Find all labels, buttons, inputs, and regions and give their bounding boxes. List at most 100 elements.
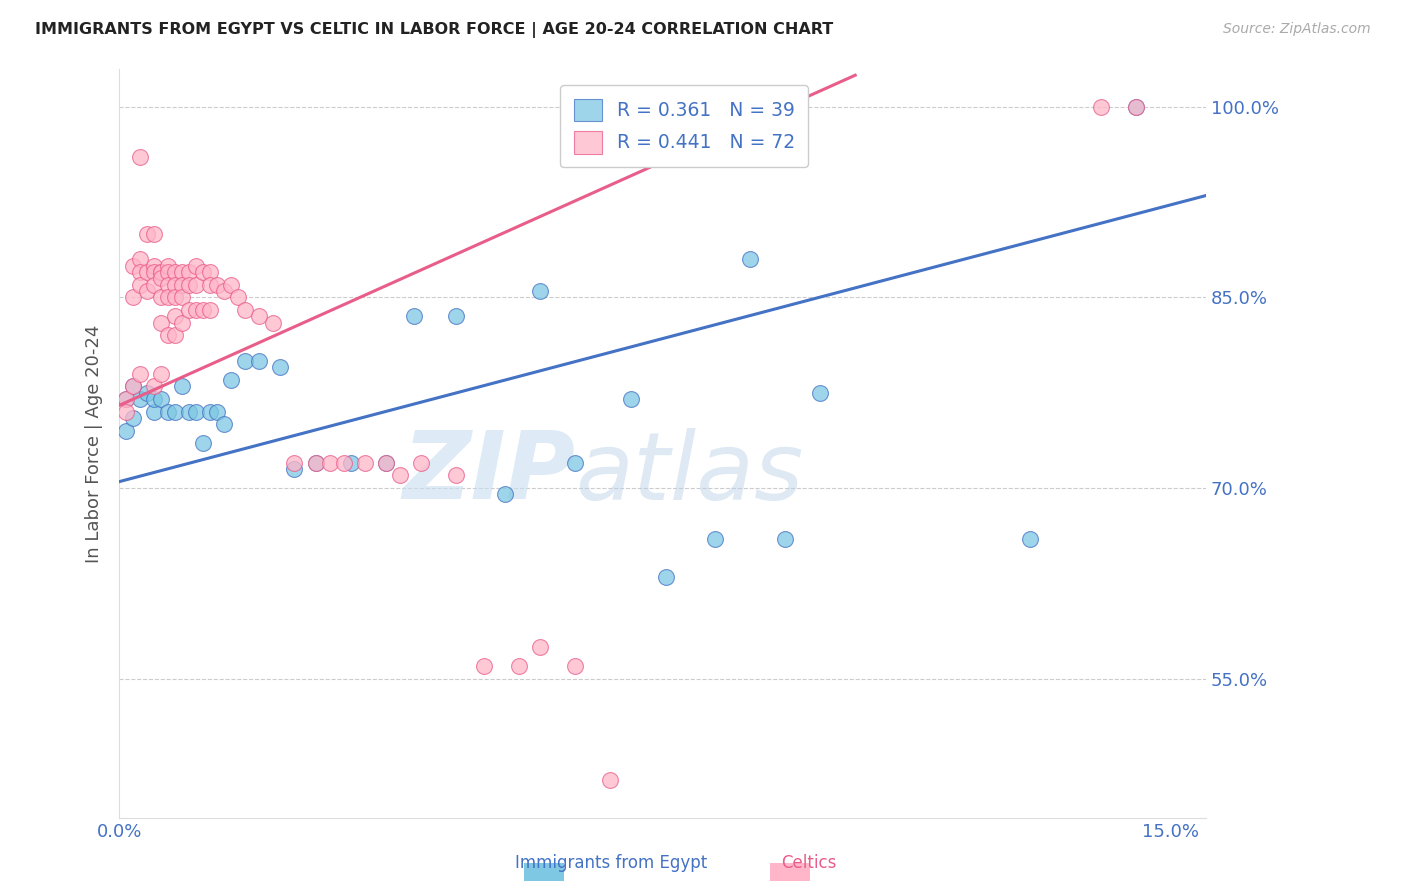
Point bbox=[129, 367, 152, 381]
Point bbox=[193, 303, 215, 318]
Point bbox=[444, 468, 467, 483]
Point bbox=[179, 277, 201, 292]
Point bbox=[353, 456, 375, 470]
Point bbox=[388, 468, 411, 483]
Point bbox=[122, 411, 145, 425]
Point bbox=[143, 277, 166, 292]
Point bbox=[179, 303, 201, 318]
Point bbox=[122, 259, 145, 273]
Point bbox=[374, 456, 396, 470]
Point bbox=[157, 277, 180, 292]
Text: Celtics: Celtics bbox=[780, 855, 837, 872]
Point bbox=[122, 379, 145, 393]
Point bbox=[172, 316, 194, 330]
Point bbox=[808, 385, 831, 400]
Point bbox=[150, 316, 173, 330]
Point bbox=[129, 265, 152, 279]
Point bbox=[179, 405, 201, 419]
Point bbox=[332, 456, 354, 470]
Point bbox=[214, 417, 236, 432]
Point bbox=[235, 354, 257, 368]
Point bbox=[136, 385, 159, 400]
Point bbox=[339, 456, 361, 470]
Point bbox=[172, 379, 194, 393]
Point bbox=[150, 290, 173, 304]
Text: ZIP: ZIP bbox=[402, 427, 575, 519]
Point bbox=[1125, 100, 1147, 114]
Point bbox=[143, 392, 166, 406]
Point bbox=[1125, 100, 1147, 114]
Point bbox=[165, 328, 187, 343]
Point bbox=[207, 277, 229, 292]
Text: atlas: atlas bbox=[575, 428, 804, 519]
Point bbox=[402, 310, 425, 324]
Point bbox=[235, 303, 257, 318]
Point bbox=[620, 392, 643, 406]
Point bbox=[143, 259, 166, 273]
Point bbox=[186, 277, 208, 292]
Point bbox=[129, 252, 152, 267]
Point bbox=[136, 284, 159, 298]
Point bbox=[157, 405, 180, 419]
Point bbox=[318, 456, 340, 470]
Point bbox=[269, 360, 291, 375]
Point bbox=[165, 265, 187, 279]
Text: IMMIGRANTS FROM EGYPT VS CELTIC IN LABOR FORCE | AGE 20-24 CORRELATION CHART: IMMIGRANTS FROM EGYPT VS CELTIC IN LABOR… bbox=[35, 22, 834, 38]
Point bbox=[655, 570, 678, 584]
Point bbox=[283, 462, 305, 476]
Point bbox=[150, 367, 173, 381]
Point bbox=[143, 265, 166, 279]
Point bbox=[143, 227, 166, 241]
Point bbox=[304, 456, 326, 470]
Point bbox=[165, 310, 187, 324]
Point bbox=[409, 456, 432, 470]
Text: Source: ZipAtlas.com: Source: ZipAtlas.com bbox=[1223, 22, 1371, 37]
Point bbox=[304, 456, 326, 470]
Point bbox=[172, 277, 194, 292]
Point bbox=[179, 265, 201, 279]
Point bbox=[200, 277, 222, 292]
Point bbox=[165, 290, 187, 304]
Point bbox=[186, 259, 208, 273]
Point bbox=[129, 277, 152, 292]
Point bbox=[200, 265, 222, 279]
Point bbox=[129, 151, 152, 165]
Y-axis label: In Labor Force | Age 20-24: In Labor Force | Age 20-24 bbox=[86, 325, 103, 563]
Point bbox=[564, 456, 586, 470]
Point bbox=[529, 640, 551, 654]
Point bbox=[157, 328, 180, 343]
Point bbox=[374, 456, 396, 470]
Point bbox=[193, 265, 215, 279]
Point bbox=[115, 405, 138, 419]
Point bbox=[200, 303, 222, 318]
Point bbox=[115, 424, 138, 438]
Point bbox=[129, 392, 152, 406]
Point bbox=[157, 259, 180, 273]
Point bbox=[143, 379, 166, 393]
Point bbox=[228, 290, 250, 304]
Point bbox=[773, 532, 796, 546]
Point bbox=[529, 284, 551, 298]
Point bbox=[704, 532, 727, 546]
Point bbox=[150, 265, 173, 279]
Point bbox=[172, 265, 194, 279]
Point bbox=[283, 456, 305, 470]
Point bbox=[200, 405, 222, 419]
Point bbox=[444, 310, 467, 324]
Point bbox=[1019, 532, 1042, 546]
Point bbox=[136, 265, 159, 279]
Text: Immigrants from Egypt: Immigrants from Egypt bbox=[516, 855, 707, 872]
Point bbox=[150, 265, 173, 279]
Point bbox=[143, 405, 166, 419]
Point bbox=[193, 436, 215, 450]
Point bbox=[150, 392, 173, 406]
Point bbox=[472, 659, 495, 673]
Point bbox=[186, 405, 208, 419]
Point bbox=[157, 265, 180, 279]
Point bbox=[122, 379, 145, 393]
Point bbox=[136, 227, 159, 241]
Point bbox=[214, 284, 236, 298]
Point bbox=[599, 773, 621, 788]
Point bbox=[122, 290, 145, 304]
Point bbox=[150, 271, 173, 285]
